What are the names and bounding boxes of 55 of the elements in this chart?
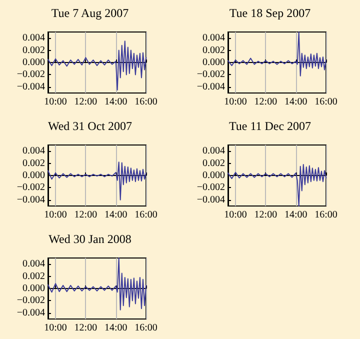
y-tick-label: −0.002: [16, 182, 45, 194]
y-tick-label: 0.002: [202, 44, 225, 56]
y-tick-label: 0.004: [202, 146, 225, 157]
x-tick-label: 16:00: [134, 322, 158, 334]
line-series: [228, 32, 326, 76]
x-tick-label: 14:00: [104, 322, 128, 334]
x-tick-label: 10:00: [224, 96, 247, 108]
chart-title: Tue 7 Aug 2007: [51, 6, 129, 20]
x-tick-label: 12:00: [254, 210, 278, 220]
x-tick-label: 10:00: [44, 210, 67, 220]
line-series: [48, 258, 146, 310]
x-tick-label: 14:00: [284, 96, 308, 108]
y-tick-label: 0.000: [202, 170, 225, 181]
y-tick-label: −0.004: [196, 81, 225, 92]
chart-title: Wed 31 Oct 2007: [48, 119, 132, 133]
x-tick-label: 10:00: [44, 322, 67, 334]
y-tick-label: −0.002: [16, 295, 45, 306]
x-tick-label: 10:00: [224, 210, 247, 220]
y-tick-label: 0.002: [22, 158, 45, 169]
x-tick-label: 10:00: [44, 96, 67, 108]
y-tick-label: −0.004: [16, 307, 45, 318]
x-tick-label: 14:00: [284, 210, 308, 220]
y-tick-label: 0.002: [22, 270, 45, 282]
y-tick-label: −0.002: [196, 182, 225, 194]
y-tick-label: 0.004: [202, 32, 225, 44]
chart-title: Tue 18 Sep 2007: [229, 6, 311, 20]
y-tick-label: −0.004: [16, 194, 45, 206]
x-tick-label: 12:00: [74, 96, 98, 108]
y-tick-label: 0.000: [22, 283, 45, 294]
y-tick-label: −0.002: [16, 69, 45, 80]
y-tick-label: 0.000: [22, 57, 45, 68]
y-tick-label: −0.004: [196, 194, 225, 206]
y-tick-label: −0.004: [16, 81, 45, 92]
y-tick-label: −0.002: [196, 69, 225, 80]
x-tick-label: 16:00: [134, 210, 158, 220]
x-tick-label: 16:00: [314, 96, 338, 108]
x-tick-label: 12:00: [74, 210, 98, 220]
y-tick-label: 0.000: [22, 170, 45, 181]
y-tick-label: 0.000: [202, 57, 225, 68]
line-series: [48, 40, 146, 90]
chart-title: Tue 11 Dec 2007: [228, 119, 312, 133]
y-tick-label: 0.002: [22, 44, 45, 56]
x-tick-label: 14:00: [104, 210, 128, 220]
x-tick-label: 12:00: [74, 322, 98, 334]
y-tick-label: 0.004: [22, 146, 45, 157]
y-tick-label: 0.004: [22, 32, 45, 44]
line-series: [48, 162, 146, 200]
x-tick-label: 16:00: [134, 96, 158, 108]
x-tick-label: 14:00: [104, 96, 128, 108]
y-tick-label: 0.002: [202, 158, 225, 169]
x-tick-label: 12:00: [254, 96, 278, 108]
chart-title: Wed 30 Jan 2008: [48, 232, 132, 246]
line-series: [228, 164, 326, 206]
y-tick-label: 0.004: [22, 258, 45, 270]
x-tick-label: 16:00: [314, 210, 338, 220]
